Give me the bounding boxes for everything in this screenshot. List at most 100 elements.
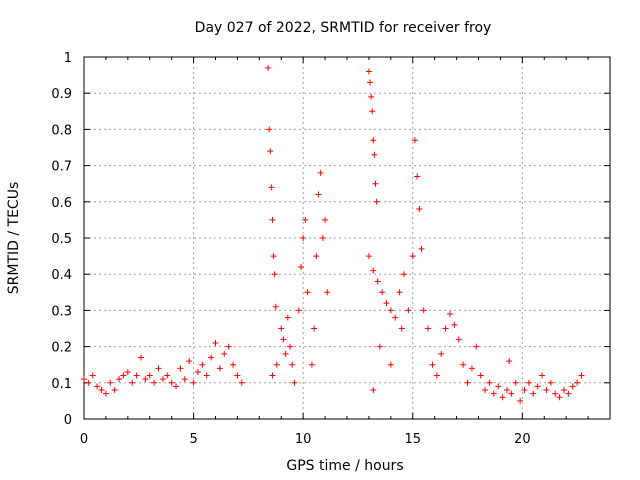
data-point — [517, 397, 524, 404]
grid-lines — [84, 57, 610, 419]
data-point — [379, 289, 386, 296]
data-point — [89, 372, 96, 379]
data-point — [190, 379, 197, 386]
data-point — [199, 361, 206, 368]
data-point — [94, 383, 101, 390]
data-point — [238, 379, 245, 386]
data-point — [324, 289, 331, 296]
data-point — [181, 376, 188, 383]
data-point — [552, 390, 559, 397]
data-point — [396, 289, 403, 296]
data-point — [370, 267, 377, 274]
data-point — [168, 379, 175, 386]
data-point — [173, 383, 180, 390]
data-point — [547, 379, 554, 386]
x-tick-label: 15 — [404, 432, 421, 447]
data-point — [525, 379, 532, 386]
data-point — [473, 343, 480, 350]
data-point — [405, 307, 412, 314]
data-point — [376, 343, 383, 350]
data-point — [569, 383, 576, 390]
data-point — [159, 376, 166, 383]
data-point — [270, 253, 277, 260]
y-axis-title: SRMTID / TECUs — [6, 182, 22, 295]
x-axis-title: GPS time / hours — [286, 458, 403, 474]
data-point — [102, 390, 109, 397]
data-point — [269, 372, 276, 379]
data-point — [409, 253, 416, 260]
data-point — [371, 151, 378, 158]
y-tick-label: 0.8 — [51, 123, 72, 138]
data-point — [383, 300, 390, 307]
y-tick-label: 0.7 — [51, 160, 72, 175]
y-tick-label: 0.5 — [51, 232, 72, 247]
axis-ticks: 00.10.20.30.40.50.60.70.80.910 5 10 15 20 — [51, 51, 610, 447]
data-point — [267, 148, 274, 155]
data-point — [367, 79, 374, 86]
data-point — [534, 383, 541, 390]
data-point — [287, 343, 294, 350]
data-point — [216, 365, 223, 372]
data-point — [289, 361, 296, 368]
data-point — [414, 173, 421, 180]
x-tick-label: 10 — [295, 432, 312, 447]
data-point — [460, 361, 467, 368]
data-point — [203, 372, 210, 379]
data-point — [177, 365, 184, 372]
data-point — [129, 379, 136, 386]
data-point — [370, 137, 377, 144]
data-point — [418, 245, 425, 252]
data-point — [560, 387, 567, 394]
data-point — [490, 390, 497, 397]
data-point — [155, 365, 162, 372]
data-point — [271, 271, 278, 278]
chart-title: Day 027 of 2022, SRMTID for receiver fro… — [195, 20, 492, 36]
data-point — [429, 361, 436, 368]
data-point — [280, 336, 287, 343]
data-point — [365, 253, 372, 260]
data-points — [81, 64, 585, 404]
data-point — [269, 216, 276, 223]
data-point — [308, 361, 315, 368]
data-point — [392, 314, 399, 321]
data-point — [225, 343, 232, 350]
data-point — [319, 235, 326, 241]
data-point — [499, 394, 506, 401]
data-point — [370, 387, 377, 394]
data-point — [425, 325, 432, 332]
data-point — [530, 390, 537, 397]
data-point — [111, 387, 118, 394]
y-tick-label: 1 — [64, 51, 72, 66]
data-point — [98, 387, 105, 394]
data-point — [81, 376, 87, 383]
data-point — [268, 184, 275, 191]
data-point — [455, 336, 462, 343]
data-point — [315, 191, 322, 198]
data-point — [208, 354, 215, 361]
data-point — [300, 235, 307, 241]
data-point — [482, 387, 489, 394]
y-tick-label: 0.1 — [51, 377, 72, 392]
data-point — [212, 339, 219, 346]
data-point — [284, 314, 291, 321]
data-point — [464, 379, 471, 386]
data-point — [234, 372, 241, 379]
data-point — [556, 394, 563, 401]
y-tick-label: 0.2 — [51, 341, 72, 356]
data-point — [495, 383, 502, 390]
plot-frame — [83, 56, 611, 420]
data-point — [387, 307, 394, 314]
data-point — [317, 169, 324, 176]
data-point — [433, 372, 440, 379]
data-point — [372, 180, 379, 187]
data-point — [221, 350, 228, 357]
data-point — [438, 350, 445, 357]
data-point — [369, 108, 376, 115]
data-point — [282, 350, 289, 357]
data-point — [387, 361, 394, 368]
data-point — [278, 325, 285, 332]
data-point — [137, 354, 144, 361]
data-point — [297, 263, 304, 270]
data-point — [398, 325, 405, 332]
